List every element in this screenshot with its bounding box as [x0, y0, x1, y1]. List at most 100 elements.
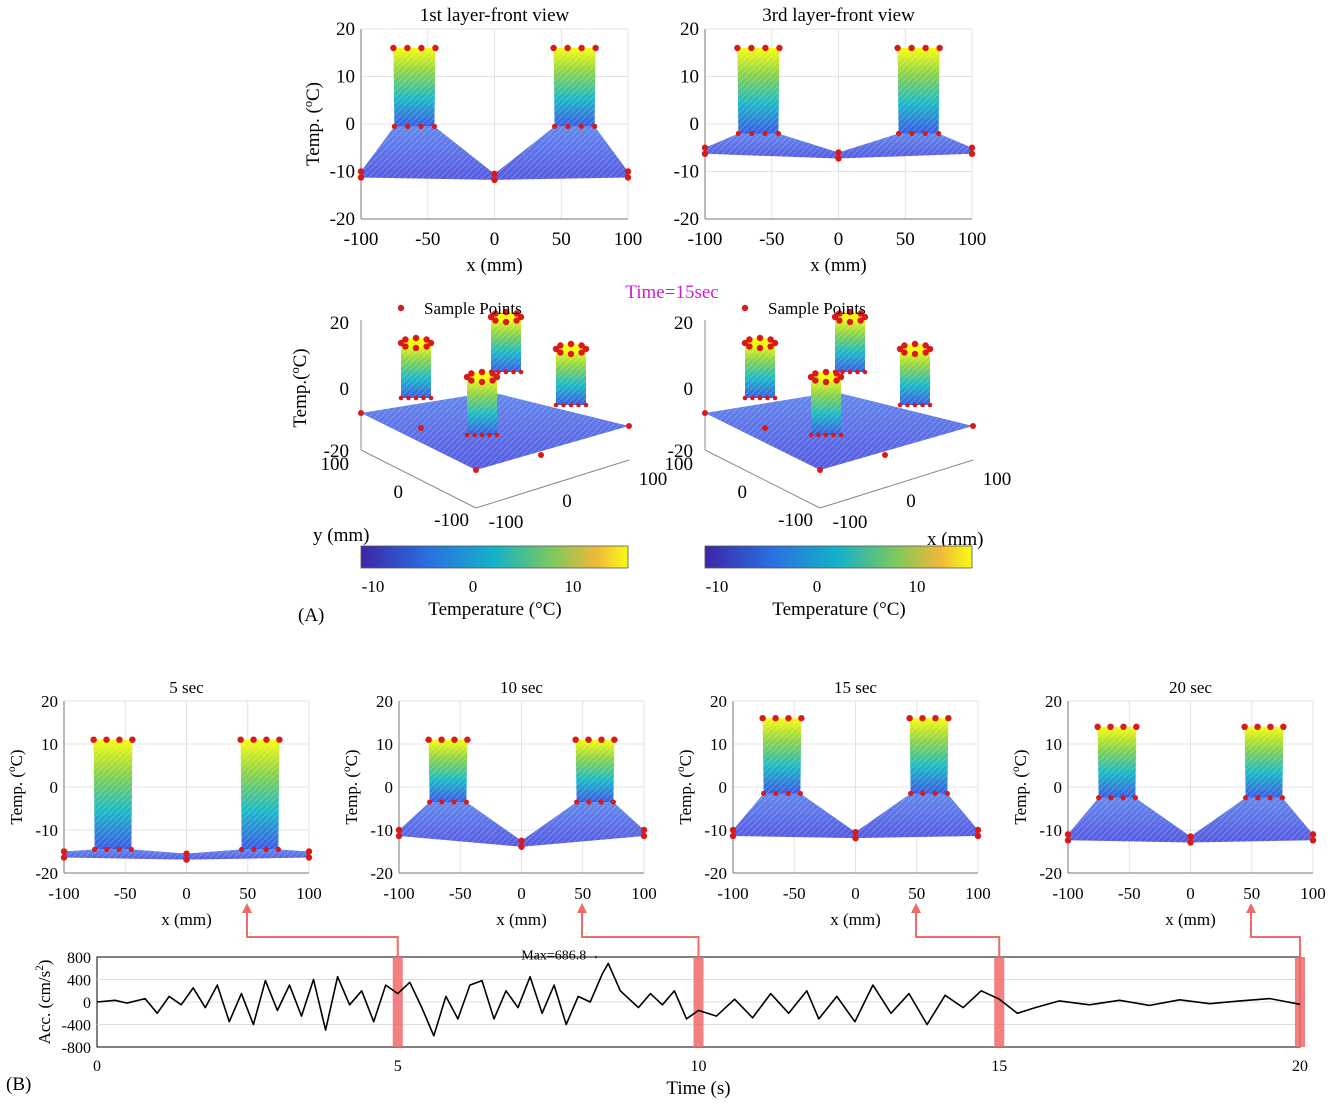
sample-point: [908, 44, 915, 52]
sample-point: [553, 402, 559, 408]
y-tick-label: -20: [370, 864, 393, 883]
pillar-top: [745, 338, 775, 348]
sample-point: [565, 123, 571, 129]
x-tick-label: 100: [1300, 884, 1326, 903]
y-tick-label: 0: [83, 995, 91, 1012]
base-mesh: [399, 802, 644, 847]
sample-point: [746, 343, 753, 350]
sample-point: [511, 369, 516, 375]
y-tick-label: 0: [738, 482, 748, 503]
pillar-top: [900, 344, 930, 354]
sample-point: [592, 123, 598, 129]
sample-point: [60, 854, 68, 861]
sample-point: [773, 790, 779, 797]
base-mesh: [361, 126, 628, 180]
sample-point: [968, 150, 976, 157]
sample-point: [926, 345, 934, 353]
y-tick-label: -20: [330, 209, 355, 230]
sample-point: [912, 402, 918, 408]
sample-point: [421, 395, 426, 401]
sample-point: [60, 848, 68, 855]
sample-point: [418, 425, 424, 431]
sample-point: [861, 313, 869, 321]
x-tick-label: 15: [991, 1058, 1007, 1075]
x-tick-label: 50: [908, 884, 925, 903]
x-tick-label: 100: [958, 229, 987, 250]
x-tick-label: 50: [896, 229, 915, 250]
z-tick-label: -20: [668, 441, 693, 462]
sample-point: [479, 432, 485, 438]
connector-line: [1250, 912, 1301, 957]
sample-point: [1267, 723, 1274, 730]
pillar-top: [556, 344, 586, 354]
sample-point: [756, 344, 764, 352]
x-tick-label: 100: [983, 469, 1012, 490]
pillar-mesh: [835, 317, 865, 372]
sample-point: [250, 736, 257, 743]
x-tick-label: 100: [639, 469, 668, 490]
sample-point: [1120, 723, 1127, 730]
y-tick-label: 10: [336, 67, 355, 88]
sample-point: [491, 176, 498, 184]
y-tick-label: 0: [1054, 778, 1063, 797]
x-tick-label: 0: [93, 1058, 101, 1075]
sample-point: [767, 343, 774, 350]
sample-point: [412, 344, 420, 352]
sample-point: [1243, 795, 1249, 801]
sample-point: [586, 799, 592, 805]
sample-point: [908, 790, 914, 797]
sample-point: [390, 44, 397, 52]
sample-point: [911, 340, 919, 348]
sample-point: [395, 826, 403, 834]
x-tick-label: 0: [851, 884, 860, 903]
sample-point: [742, 395, 748, 401]
sample-point: [305, 854, 313, 861]
sample-point: [776, 44, 783, 52]
sample-point: [775, 130, 782, 137]
sample-point: [576, 402, 581, 408]
pillar-top: [491, 312, 521, 322]
connector-arrowhead: [577, 903, 587, 913]
sample-point: [905, 402, 910, 408]
x-tick-label: -50: [1118, 884, 1141, 903]
x-axis-title: x (mm): [161, 910, 212, 929]
time-label: Time=15sec: [625, 282, 718, 303]
sample-point: [502, 318, 510, 326]
sample-point: [640, 826, 648, 834]
pillar-mesh: [240, 739, 280, 850]
sample-point: [741, 339, 749, 347]
x-tick-label: 100: [296, 884, 322, 903]
sample-point: [936, 44, 943, 52]
sample-point: [857, 317, 864, 324]
y-tick-label: 20: [376, 692, 393, 711]
base-mesh: [1068, 797, 1313, 843]
x-tick-label: 0: [562, 491, 572, 512]
base-mesh: [733, 793, 978, 839]
sample-point: [761, 790, 767, 797]
x-tick-label: 0: [834, 229, 844, 250]
sample-point: [772, 715, 779, 722]
sample-point: [1107, 723, 1114, 730]
sample-point: [551, 123, 558, 129]
y-tick-label: -20: [1039, 864, 1062, 883]
x-axis-title: Time (s): [666, 1078, 730, 1099]
sample-point: [756, 334, 764, 342]
y-axis-title: Temp. (oC): [6, 749, 26, 824]
sample-point: [518, 369, 524, 375]
sample-point: [816, 432, 821, 438]
sample-point: [128, 846, 134, 852]
sample-point: [1187, 839, 1194, 846]
y-tick-label: 0: [690, 114, 700, 135]
sample-point: [927, 402, 933, 408]
sample-point: [494, 432, 500, 438]
sample-point: [772, 395, 778, 401]
sample-point: [1241, 723, 1248, 730]
connector-line: [246, 912, 399, 957]
sample-point: [852, 828, 859, 836]
sample-point: [473, 467, 479, 473]
sample-point: [183, 856, 190, 863]
pillar-mesh: [811, 377, 841, 435]
sample-point: [901, 349, 908, 356]
